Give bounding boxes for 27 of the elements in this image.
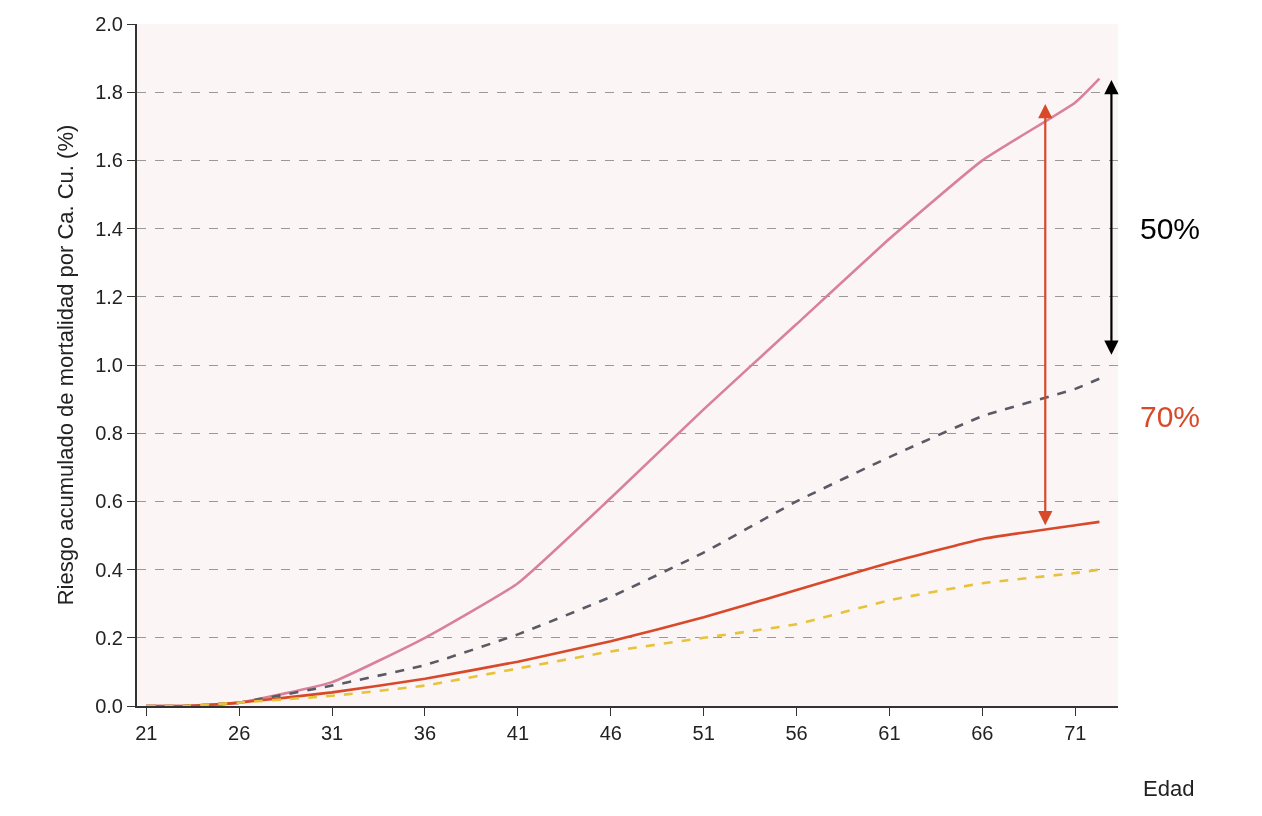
y-tick-label: 1.8 bbox=[95, 81, 123, 104]
x-tick-label: 71 bbox=[1064, 722, 1087, 744]
y-tick-label: 0.6 bbox=[95, 490, 123, 513]
y-tick-label: 0.0 bbox=[95, 695, 123, 717]
y-axis-title: Riesgo acumulado de mortalidad por Ca. Cu. (%) bbox=[53, 124, 79, 606]
x-tick-label: 61 bbox=[878, 722, 901, 744]
y-tick-label: 1.4 bbox=[95, 217, 123, 240]
y-tick-label: 2.0 bbox=[95, 13, 123, 35]
x-tick-label: 66 bbox=[971, 722, 994, 744]
text: 50% bbox=[1140, 212, 1201, 245]
x-tick-label: 36 bbox=[413, 722, 437, 744]
y-tick-label: 0.2 bbox=[95, 626, 123, 649]
text: 70% bbox=[1140, 400, 1201, 433]
x-tick-label: 41 bbox=[506, 722, 530, 744]
x-tick-label: 51 bbox=[692, 722, 715, 744]
y-tick-label: 1.2 bbox=[95, 285, 123, 308]
x-tick-label: 26 bbox=[228, 722, 251, 744]
line-series bbox=[144, 568, 1101, 706]
y-tick-label: 0.4 bbox=[95, 558, 123, 581]
x-tick-label: 56 bbox=[785, 722, 808, 744]
x-axis-title: Edad bbox=[1143, 776, 1195, 801]
y-tick-label: 1.6 bbox=[95, 149, 123, 172]
y-tick-label: 1.0 bbox=[95, 354, 123, 376]
x-tick-label: 21 bbox=[135, 722, 158, 744]
x-tick-label: 46 bbox=[599, 722, 622, 744]
y-tick-label: 0.8 bbox=[95, 422, 123, 445]
x-tick-label: 31 bbox=[320, 722, 344, 744]
